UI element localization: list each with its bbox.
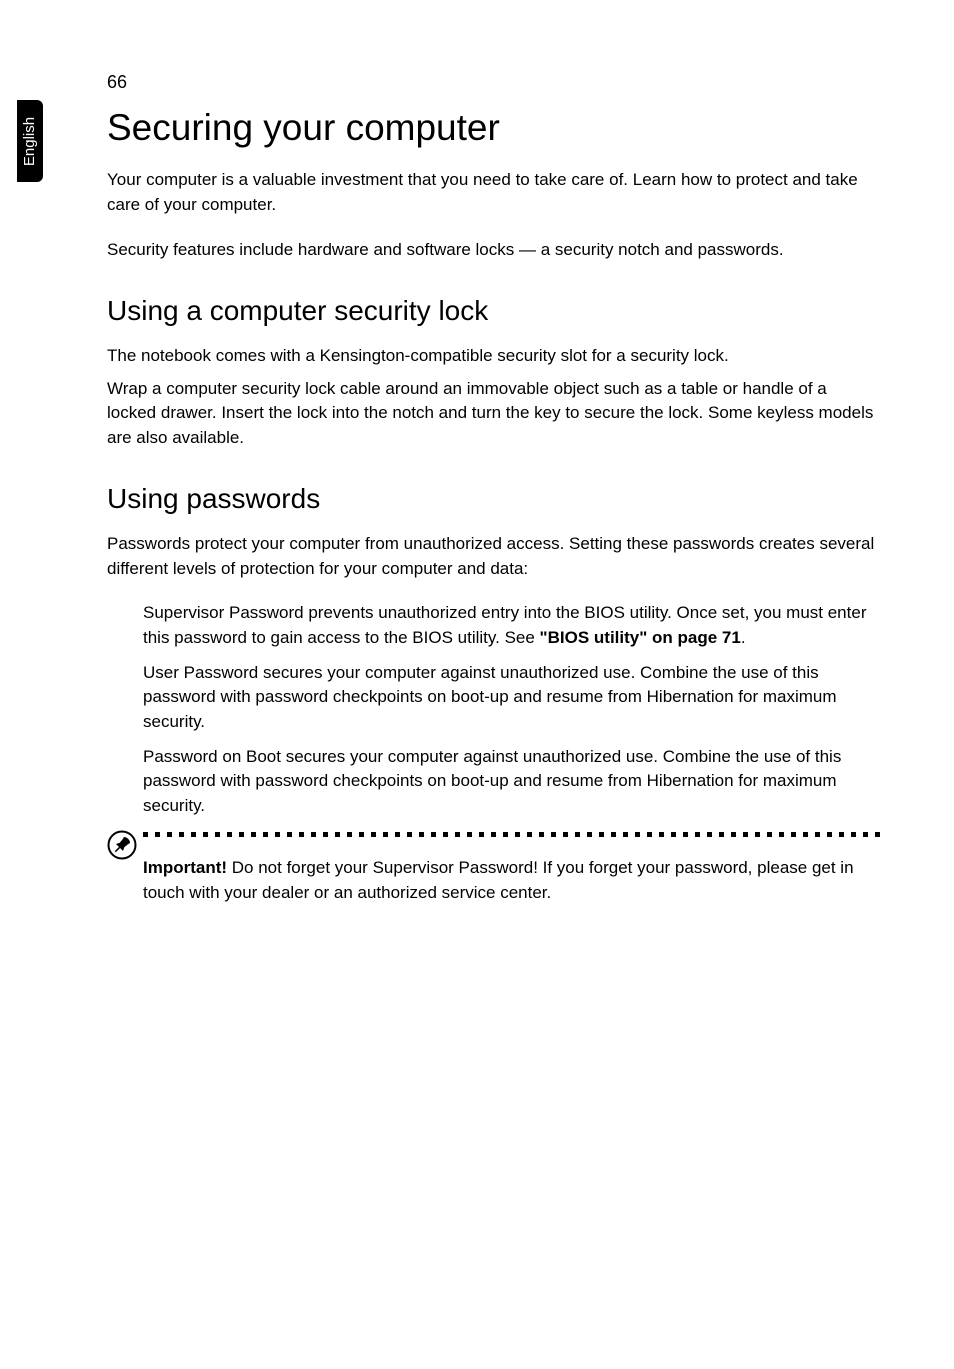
important-note: Important! Do not forget your Supervisor… (107, 828, 877, 905)
page-number: 66 (107, 72, 127, 93)
note-divider (143, 832, 887, 846)
security-lock-paragraph-1: The notebook comes with a Kensington-com… (107, 344, 877, 369)
heading-passwords: Using passwords (107, 482, 877, 516)
language-side-tab: English (17, 100, 43, 182)
language-label: English (22, 116, 39, 165)
security-lock-paragraph-2: Wrap a computer security lock cable arou… (107, 377, 877, 451)
heading-main: Securing your computer (107, 106, 877, 150)
intro-paragraph-2: Security features include hardware and s… (107, 238, 877, 263)
page-content: Securing your computer Your computer is … (107, 106, 877, 906)
password-list: Supervisor Password prevents unauthorize… (107, 601, 877, 818)
list-item-text-after: . (741, 628, 746, 647)
list-item: Password on Boot secures your computer a… (143, 745, 877, 819)
note-content: Important! Do not forget your Supervisor… (143, 828, 887, 905)
note-body: Do not forget your Supervisor Password! … (143, 858, 854, 902)
list-item: User Password secures your computer agai… (143, 661, 877, 735)
list-item: Supervisor Password prevents unauthorize… (143, 601, 877, 650)
note-text: Important! Do not forget your Supervisor… (143, 856, 887, 905)
heading-security-lock: Using a computer security lock (107, 294, 877, 328)
passwords-intro: Passwords protect your computer from una… (107, 532, 877, 581)
list-item-text-before: Supervisor Password prevents unauthorize… (143, 603, 866, 647)
pin-icon (107, 830, 137, 860)
note-icon-wrap (107, 828, 143, 860)
note-label: Important! (143, 858, 227, 877)
bios-utility-link[interactable]: "BIOS utility" on page 71 (540, 628, 741, 647)
intro-paragraph-1: Your computer is a valuable investment t… (107, 168, 877, 217)
